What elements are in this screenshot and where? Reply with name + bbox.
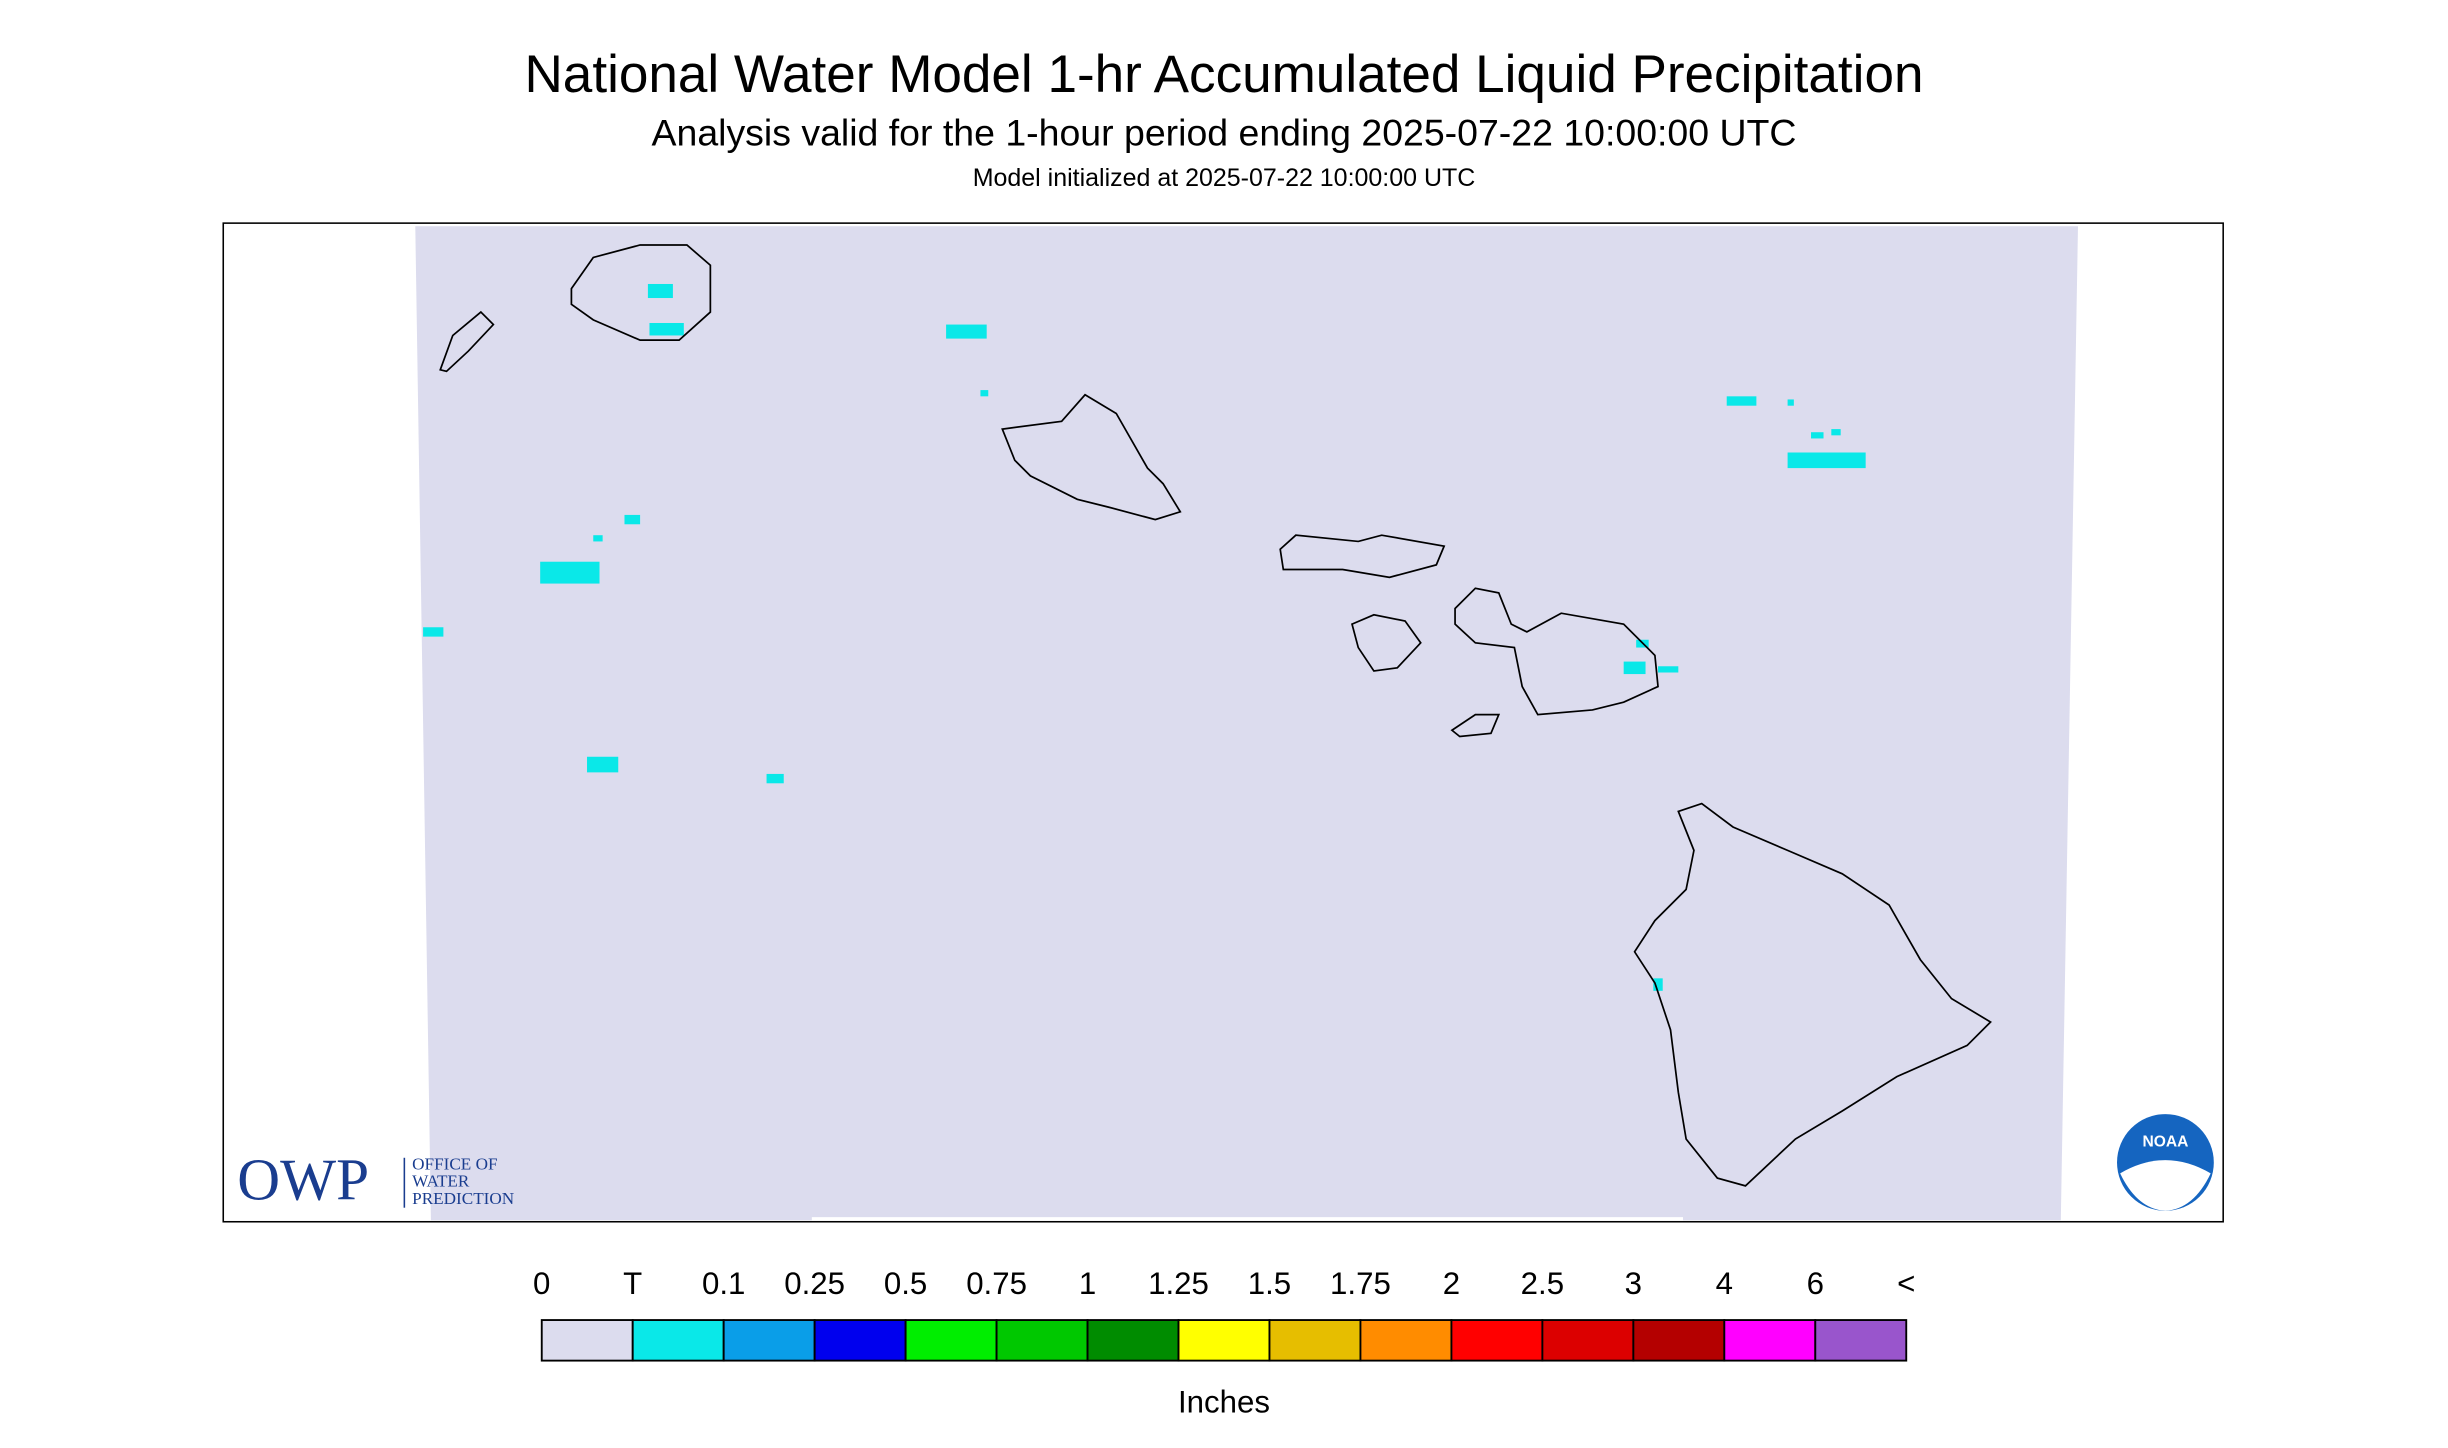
noaa-gull [2120,1160,2211,1211]
legend-swatch [722,1319,816,1362]
legend-label: 0.5 [884,1266,927,1301]
legend-label: 0.75 [966,1266,1027,1301]
legend-swatch [1177,1319,1271,1362]
noaa-text: NOAA [2142,1133,2188,1150]
legend-label: 0.25 [784,1266,845,1301]
legend-swatch [904,1319,998,1362]
legend-label: 2.5 [1521,1266,1564,1301]
legend-swatch [995,1319,1089,1362]
legend-label: 1 [1079,1266,1096,1301]
legend-swatch [1723,1319,1817,1362]
title: National Water Model 1-hr Accumulated Li… [525,45,1924,104]
legend-swatch [1086,1319,1180,1362]
legend-swatch [631,1319,725,1362]
legend-label: 6 [1807,1266,1824,1301]
subtitle: Analysis valid for the 1-hour period end… [652,112,1797,154]
legend-label: 1.25 [1148,1266,1209,1301]
legend-swatch [1632,1319,1726,1362]
island-outlines [439,244,1992,1187]
legend-label: 2 [1443,1266,1460,1301]
legend-swatch [540,1319,634,1362]
legend-swatch [1541,1319,1635,1362]
owp-line: PREDICTION [412,1189,514,1208]
init-time: Model initialized at 2025-07-22 10:00:00… [973,164,1476,192]
legend-label: 3 [1625,1266,1642,1301]
legend-label: < [1897,1266,1915,1301]
owp-line: OFFICE OF [412,1155,497,1174]
legend-label: 0.1 [702,1266,745,1301]
legend-unit: Inches [1178,1385,1270,1420]
legend: 0 T 0.1 0.25 0.5 0.75 1 1.25 1.5 1.75 2 2.5 3 4 6 < [533,1266,1915,1362]
legend-label: 0 [533,1266,550,1301]
legend-label: 1.75 [1330,1266,1391,1301]
owp-line: WATER [412,1172,470,1191]
model-domain [415,226,2078,1221]
legend-label: 4 [1716,1266,1733,1301]
legend-swatch [1359,1319,1453,1362]
legend-swatch [1268,1319,1362,1362]
legend-label: T [623,1266,642,1301]
legend-swatch [1450,1319,1544,1362]
owp-logo: OWP [237,1146,369,1212]
legend-label: 1.5 [1248,1266,1291,1301]
legend-swatch [1814,1319,1908,1362]
legend-swatch [813,1319,907,1362]
